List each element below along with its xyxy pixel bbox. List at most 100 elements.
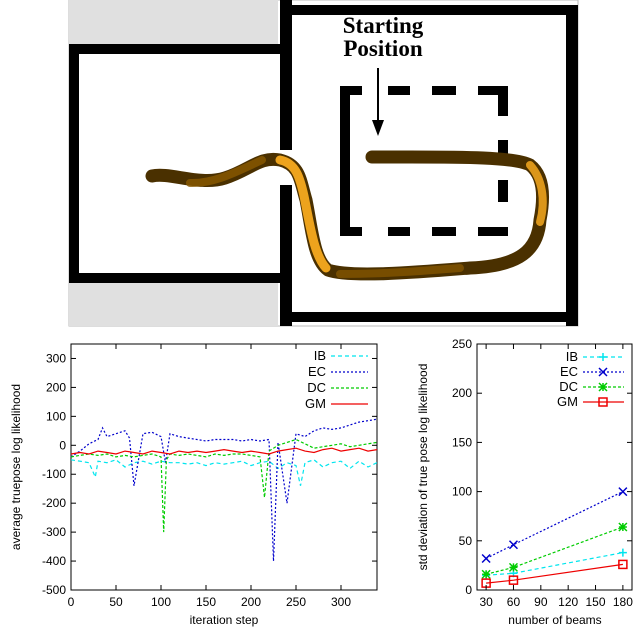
- walls: [69, 0, 578, 326]
- x-tick-label: 300: [331, 595, 351, 609]
- x-tick-label: 100: [151, 595, 171, 609]
- x-tick-label: 50: [109, 595, 123, 609]
- y-tick-label: 200: [452, 386, 472, 400]
- legend-label: IB: [314, 348, 326, 363]
- x-axis-label: iteration step: [190, 613, 259, 627]
- y-tick-label: 300: [46, 351, 66, 365]
- data-point-marker: [618, 548, 627, 557]
- y-tick-label: 100: [46, 409, 66, 423]
- trajectory-highlight: [336, 264, 464, 278]
- x-tick-label: 200: [241, 595, 261, 609]
- y-tick-label: -200: [42, 496, 66, 510]
- data-point-marker: [481, 553, 491, 564]
- wall: [478, 227, 508, 236]
- y-tick-label: 100: [452, 485, 472, 499]
- x-tick-label: 120: [558, 595, 578, 609]
- data-point-marker: [599, 353, 607, 361]
- trajectory-highlight: [526, 161, 547, 226]
- wall: [280, 312, 578, 322]
- wall: [498, 86, 508, 116]
- x-tick-label: 0: [68, 595, 75, 609]
- legend-label: GM: [557, 394, 578, 409]
- series-line-ec: [70, 418, 378, 562]
- data-point-marker: [481, 569, 491, 579]
- legend-label: IB: [566, 349, 578, 364]
- y-tick-label: 200: [46, 380, 66, 394]
- series-line-gm: [70, 447, 378, 455]
- wall: [388, 227, 410, 236]
- wall: [498, 140, 508, 162]
- wall: [432, 86, 456, 95]
- starting-label-line2: Position: [343, 36, 422, 61]
- robot-trajectory: [145, 150, 549, 281]
- wall: [69, 44, 280, 54]
- starting-label-line1: Starting: [343, 13, 424, 38]
- legend-label: DC: [559, 379, 578, 394]
- plot-frame: [476, 343, 633, 591]
- series-line-dc: [485, 526, 624, 575]
- wall: [69, 273, 280, 283]
- wall: [340, 227, 362, 236]
- data-point-marker: [598, 382, 608, 392]
- y-axis-label: std deviation of true pose log likelihoo…: [416, 364, 430, 571]
- y-axis-label: average truepose log likelihood: [9, 384, 23, 550]
- wall: [340, 86, 350, 236]
- y-tick-label: 250: [452, 337, 472, 351]
- plot-area: [70, 418, 378, 562]
- y-tick-label: -400: [42, 554, 66, 568]
- wall: [498, 180, 508, 202]
- plot-frame: [70, 343, 378, 591]
- chart-std-deviation: 30 60 90 120 150 180 0 50 100 150 200 250 number of…: [416, 337, 633, 627]
- room-top-left: [69, 0, 278, 45]
- wall: [69, 44, 79, 283]
- wall: [388, 86, 410, 95]
- y-tick-label: -300: [42, 525, 66, 539]
- y-tick-label: -500: [42, 583, 66, 597]
- y-tick-label: 150: [452, 435, 472, 449]
- y-tick-label: 0: [465, 583, 472, 597]
- y-tick-label: 50: [459, 534, 473, 548]
- wall: [566, 5, 578, 326]
- y-tick-label: -100: [42, 467, 66, 481]
- trajectory-highlight: [186, 156, 266, 188]
- x-tick-label: 180: [613, 595, 633, 609]
- plot-area: [481, 487, 628, 588]
- series-line-gm: [486, 563, 623, 584]
- data-point-marker: [508, 562, 519, 572]
- y-tick-label: 0: [59, 438, 66, 452]
- axes: 30 60 90 120 150 180 0 50 100 150 200 250: [452, 337, 633, 609]
- wall: [478, 86, 508, 95]
- wall: [280, 185, 292, 326]
- x-tick-label: 250: [286, 595, 306, 609]
- data-point-marker: [598, 397, 608, 407]
- legend-label: EC: [560, 364, 578, 379]
- legend-label: DC: [307, 380, 326, 395]
- data-point-marker: [598, 367, 608, 377]
- data-point-marker: [508, 575, 519, 585]
- trajectory-highlight: [275, 155, 331, 273]
- map-panel: Starting Position: [68, 0, 579, 327]
- starting-box: [340, 86, 508, 236]
- wall: [280, 5, 578, 15]
- series-line-ib: [486, 552, 624, 576]
- data-point-marker: [618, 487, 628, 497]
- series-line-ec: [485, 491, 624, 560]
- series-line-ib: [70, 459, 378, 486]
- data-point-marker: [618, 559, 628, 570]
- wall: [432, 227, 456, 236]
- axes: 0 50 100 150 200 250 300 -500 -400 -300 -200 -100 0 1…: [42, 344, 377, 609]
- x-tick-label: 30: [479, 595, 493, 609]
- legend-label: EC: [308, 364, 326, 379]
- x-tick-label: 150: [196, 595, 216, 609]
- x-tick-label: 150: [586, 595, 606, 609]
- legend-label: GM: [305, 396, 326, 411]
- x-tick-label: 60: [507, 595, 521, 609]
- start-arrow-head: [372, 120, 384, 136]
- data-point-marker: [508, 540, 519, 550]
- x-axis-label: number of beams: [508, 613, 601, 627]
- wall: [280, 0, 292, 150]
- wall: [340, 86, 362, 95]
